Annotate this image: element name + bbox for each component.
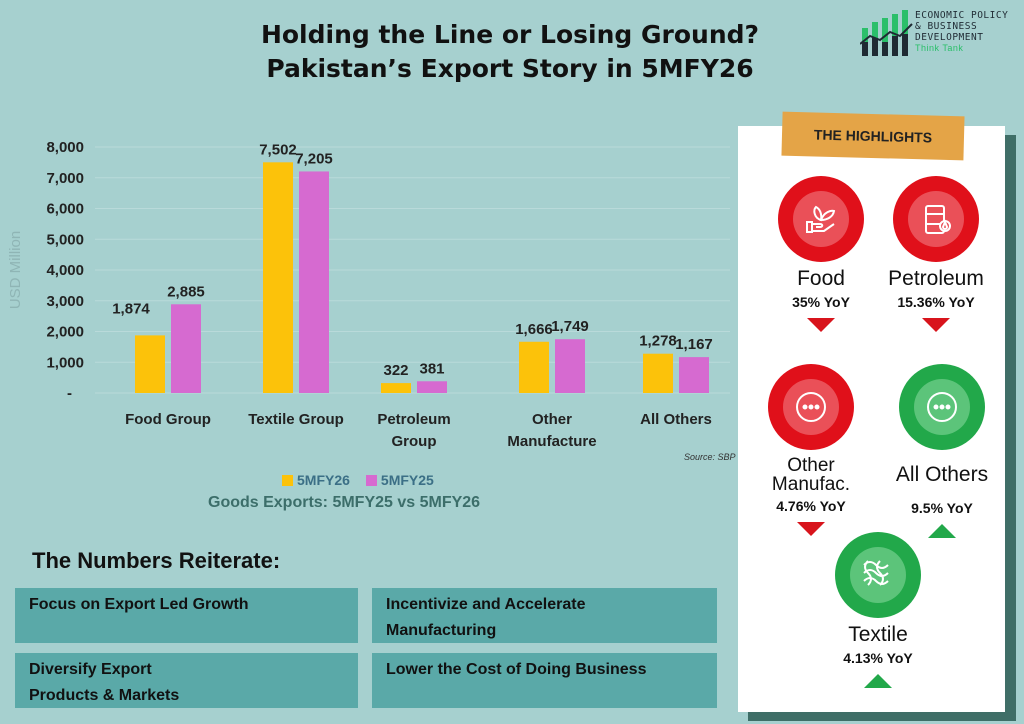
highlight-textile: Textile 4.13% YoY: [813, 532, 943, 688]
title-line-1: Holding the Line or Losing Ground?: [260, 20, 760, 49]
numbers-box: Focus on Export Led Growth: [15, 588, 358, 643]
box-text: Focus on Export Led Growth: [29, 596, 249, 613]
highlight-name: Other Manufac.: [746, 456, 876, 494]
numbers-title: The Numbers Reiterate:: [32, 548, 281, 573]
x-tick-label: Group: [392, 433, 437, 450]
highlight-food: Food 35% YoY: [756, 176, 886, 332]
legend-label: 5MFY25: [380, 472, 434, 488]
data-label: 322: [383, 362, 408, 379]
box-text: Incentivize and Accelerate: [386, 596, 586, 613]
chart-source: Source: SBP: [684, 452, 736, 462]
plant-hand-icon: [778, 176, 864, 262]
y-tick-label: -: [67, 385, 72, 402]
numbers-box: Lower the Cost of Doing Business: [372, 653, 717, 708]
page-title: Holding the Line or Losing Ground? Pakis…: [160, 18, 860, 86]
logo-text: ECONOMIC POLICY & BUSINESS DEVELOPMENT T…: [915, 10, 1008, 54]
x-tick-label: All Others: [640, 411, 712, 428]
ellipsis-icon: [899, 364, 985, 450]
up-arrow-icon: [928, 524, 956, 538]
oil-barrel-icon: [893, 176, 979, 262]
data-label: 1,874: [112, 300, 150, 317]
y-tick-label: 3,000: [46, 293, 84, 310]
highlight-yoy: 15.36% YoY: [897, 294, 975, 310]
x-tick-label: Textile Group: [248, 411, 344, 428]
highlight-yoy: 35% YoY: [792, 294, 850, 310]
data-label: 381: [419, 360, 444, 377]
y-tick-label: 8,000: [46, 139, 84, 156]
logo-chart-icon: [860, 10, 913, 56]
x-tick-label: Other: [532, 411, 572, 428]
bar-5mfy25: [417, 381, 447, 393]
highlight-name-line: Other: [787, 455, 835, 476]
chart-legend: 5MFY26 5MFY25: [282, 472, 434, 488]
highlight-yoy: 4.76% YoY: [776, 498, 846, 514]
logo-line: & BUSINESS: [915, 21, 978, 32]
bar-5mfy25: [679, 357, 709, 393]
bar-chart: - 1,000 2,000 3,000 4,000 5,000 6,000 7,000 8,00…: [7, 139, 730, 450]
highlight-name: Petroleum: [888, 267, 984, 290]
highlight-yoy: 4.13% YoY: [843, 650, 913, 666]
legend-item-5mfy26: 5MFY26: [282, 472, 350, 488]
box-text: Lower the Cost of Doing Business: [386, 661, 647, 678]
data-label: 1,749: [551, 318, 589, 335]
up-arrow-icon: [864, 674, 892, 688]
legend-label: 5MFY26: [297, 472, 350, 488]
x-tick-label: Petroleum: [377, 411, 450, 428]
logo-line: ECONOMIC POLICY: [915, 10, 1009, 21]
box-text: Products & Markets: [29, 687, 180, 704]
highlight-name: Textile: [848, 623, 908, 646]
y-tick-label: 1,000: [46, 354, 84, 371]
y-tick-label: 7,000: [46, 170, 84, 187]
title-line-2: Pakistan’s Export Story in 5MFY26: [266, 54, 754, 83]
bar-5mfy25: [299, 171, 329, 393]
fabric-icon: [835, 532, 921, 618]
box-text: Manufacturing: [386, 622, 497, 639]
bar-5mfy25: [171, 304, 201, 393]
y-tick-label: 2,000: [46, 324, 84, 341]
down-arrow-icon: [797, 522, 825, 536]
highlight-name: All Others: [895, 463, 989, 486]
highlights-title: THE HIGHLIGHTS: [781, 111, 965, 161]
legend-item-5mfy25: 5MFY25: [365, 472, 434, 488]
highlight-all-others: All Others 9.5% YoY: [877, 364, 1007, 538]
logo-line: DEVELOPMENT: [915, 32, 984, 43]
highlight-yoy: 9.5% YoY: [911, 500, 973, 516]
y-tick-label: 5,000: [46, 231, 84, 248]
bar-5mfy25: [555, 339, 585, 393]
data-label: 2,885: [167, 283, 205, 300]
chart-title: Goods Exports: 5MFY25 vs 5MFY26: [208, 494, 481, 511]
data-label: 1,278: [639, 333, 677, 350]
numbers-box: Incentivize and Accelerate Manufacturing: [372, 588, 717, 643]
down-arrow-icon: [922, 318, 950, 332]
ellipsis-icon: [768, 364, 854, 450]
y-tick-label: 4,000: [46, 262, 84, 279]
y-axis-label: USD Million: [7, 231, 24, 309]
data-label: 1,666: [515, 321, 553, 338]
logo-subline: Think Tank: [915, 43, 964, 53]
legend-swatch: [282, 475, 293, 486]
bar-5mfy26: [263, 162, 293, 393]
bar-5mfy26: [643, 353, 673, 393]
data-label: 7,205: [295, 150, 333, 167]
numbers-box: Diversify Export Products & Markets: [15, 653, 358, 708]
highlight-petroleum: Petroleum 15.36% YoY: [871, 176, 1001, 332]
x-tick-label: Manufacture: [507, 433, 596, 450]
bar-5mfy26: [519, 341, 549, 393]
x-tick-label: Food Group: [125, 411, 211, 428]
legend-swatch: [365, 475, 377, 486]
down-arrow-icon: [807, 318, 835, 332]
y-tick-label: 6,000: [46, 201, 84, 218]
highlight-name-line: Manufac.: [771, 474, 851, 495]
highlight-other-manufacture: Other Manufac. 4.76% YoY: [746, 364, 876, 536]
highlight-name: Food: [797, 267, 845, 290]
bar-5mfy26: [381, 383, 411, 393]
data-label: 1,167: [675, 336, 713, 353]
data-label: 7,502: [259, 141, 297, 158]
box-text: Diversify Export: [29, 661, 152, 678]
bar-5mfy26: [135, 335, 165, 393]
